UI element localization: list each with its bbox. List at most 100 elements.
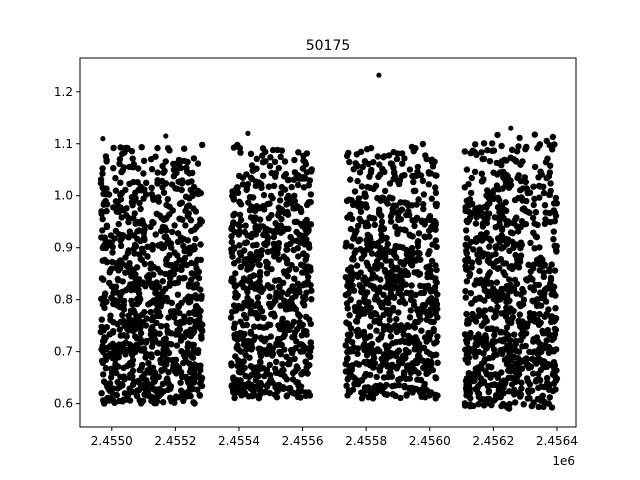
data-point <box>232 289 239 296</box>
data-point <box>366 173 373 180</box>
data-point <box>140 170 147 177</box>
data-point <box>358 284 365 291</box>
data-point <box>269 146 277 154</box>
data-point <box>233 389 241 396</box>
data-point <box>114 378 121 386</box>
data-point <box>504 239 511 246</box>
data-point <box>291 329 299 336</box>
data-point <box>491 332 498 339</box>
data-point <box>548 404 556 411</box>
data-point <box>292 293 299 300</box>
data-point <box>153 319 160 326</box>
data-point <box>418 327 425 334</box>
data-point <box>432 262 439 269</box>
data-point <box>463 392 470 399</box>
data-point <box>419 177 427 184</box>
data-point <box>247 273 254 281</box>
data-point <box>248 338 255 346</box>
data-point <box>244 288 251 296</box>
data-point <box>304 362 312 369</box>
data-point <box>518 194 525 201</box>
data-point <box>428 361 435 368</box>
data-point <box>159 298 166 306</box>
data-point <box>272 220 279 227</box>
data-point <box>257 352 265 360</box>
data-point <box>160 345 168 352</box>
data-point <box>242 372 249 380</box>
data-point <box>413 337 421 344</box>
data-point <box>473 214 480 221</box>
x-tick-label: 2.4558 <box>345 434 387 448</box>
data-point <box>236 222 244 230</box>
data-point <box>154 169 161 176</box>
data-point <box>396 298 403 306</box>
data-point <box>411 324 419 331</box>
data-point <box>288 183 295 191</box>
data-point <box>253 364 260 371</box>
data-point <box>101 293 108 301</box>
data-point <box>287 198 294 205</box>
data-point <box>193 284 200 291</box>
data-point <box>350 166 357 173</box>
data-point <box>370 185 377 193</box>
data-point <box>116 326 124 333</box>
data-point <box>116 156 124 163</box>
data-point <box>114 275 122 283</box>
data-point <box>265 183 272 190</box>
data-point <box>540 183 547 190</box>
data-point <box>260 191 268 199</box>
data-point <box>381 187 389 195</box>
data-point <box>474 335 482 342</box>
data-point <box>517 337 524 344</box>
data-point <box>397 199 404 206</box>
data-point <box>512 399 519 406</box>
data-point <box>410 178 417 186</box>
data-point <box>242 239 249 247</box>
data-point <box>112 174 119 182</box>
data-point <box>536 310 543 318</box>
data-point <box>511 331 518 338</box>
data-point <box>170 266 177 274</box>
data-point <box>353 262 361 269</box>
data-point <box>376 315 384 322</box>
data-point <box>282 225 289 232</box>
data-point <box>100 371 107 378</box>
data-point <box>364 146 371 153</box>
data-point <box>375 173 382 181</box>
data-point <box>146 381 153 388</box>
data-point <box>171 399 178 406</box>
data-point <box>467 401 473 407</box>
data-point <box>292 344 299 352</box>
data-point <box>344 348 351 356</box>
data-point <box>252 333 259 341</box>
data-point <box>237 377 244 384</box>
data-point <box>292 306 300 313</box>
data-point <box>267 154 274 161</box>
data-point <box>471 349 478 357</box>
data-point <box>482 368 489 375</box>
data-point <box>425 250 432 258</box>
data-point <box>282 170 290 178</box>
data-point <box>230 244 237 251</box>
data-point <box>364 183 371 191</box>
data-point <box>277 222 285 229</box>
data-point <box>499 185 506 192</box>
data-point <box>245 130 251 136</box>
data-point <box>109 351 116 358</box>
data-point <box>136 220 143 227</box>
data-point <box>174 279 181 286</box>
data-point <box>247 363 255 370</box>
data-point <box>173 370 180 377</box>
data-point <box>407 307 414 314</box>
data-point <box>124 249 132 257</box>
data-point <box>463 166 471 173</box>
data-point <box>515 264 523 271</box>
data-point <box>519 158 526 165</box>
data-point <box>137 336 144 344</box>
data-point <box>243 321 251 329</box>
data-point <box>508 125 514 131</box>
data-point <box>511 386 518 394</box>
data-point <box>132 189 139 196</box>
data-point <box>115 220 122 228</box>
data-point <box>370 285 378 292</box>
